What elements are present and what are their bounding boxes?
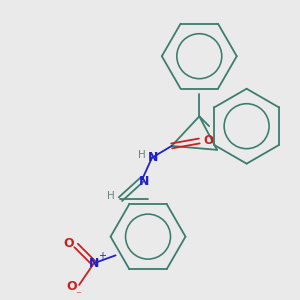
Text: H: H (107, 191, 114, 201)
Text: O: O (66, 280, 76, 293)
Text: H: H (138, 150, 146, 160)
Text: N: N (148, 151, 158, 164)
Text: N: N (139, 175, 149, 188)
Text: O: O (203, 134, 213, 148)
Text: O: O (63, 237, 74, 250)
Text: N: N (89, 257, 99, 270)
Text: ⁻: ⁻ (75, 290, 81, 300)
Text: +: + (98, 251, 106, 261)
